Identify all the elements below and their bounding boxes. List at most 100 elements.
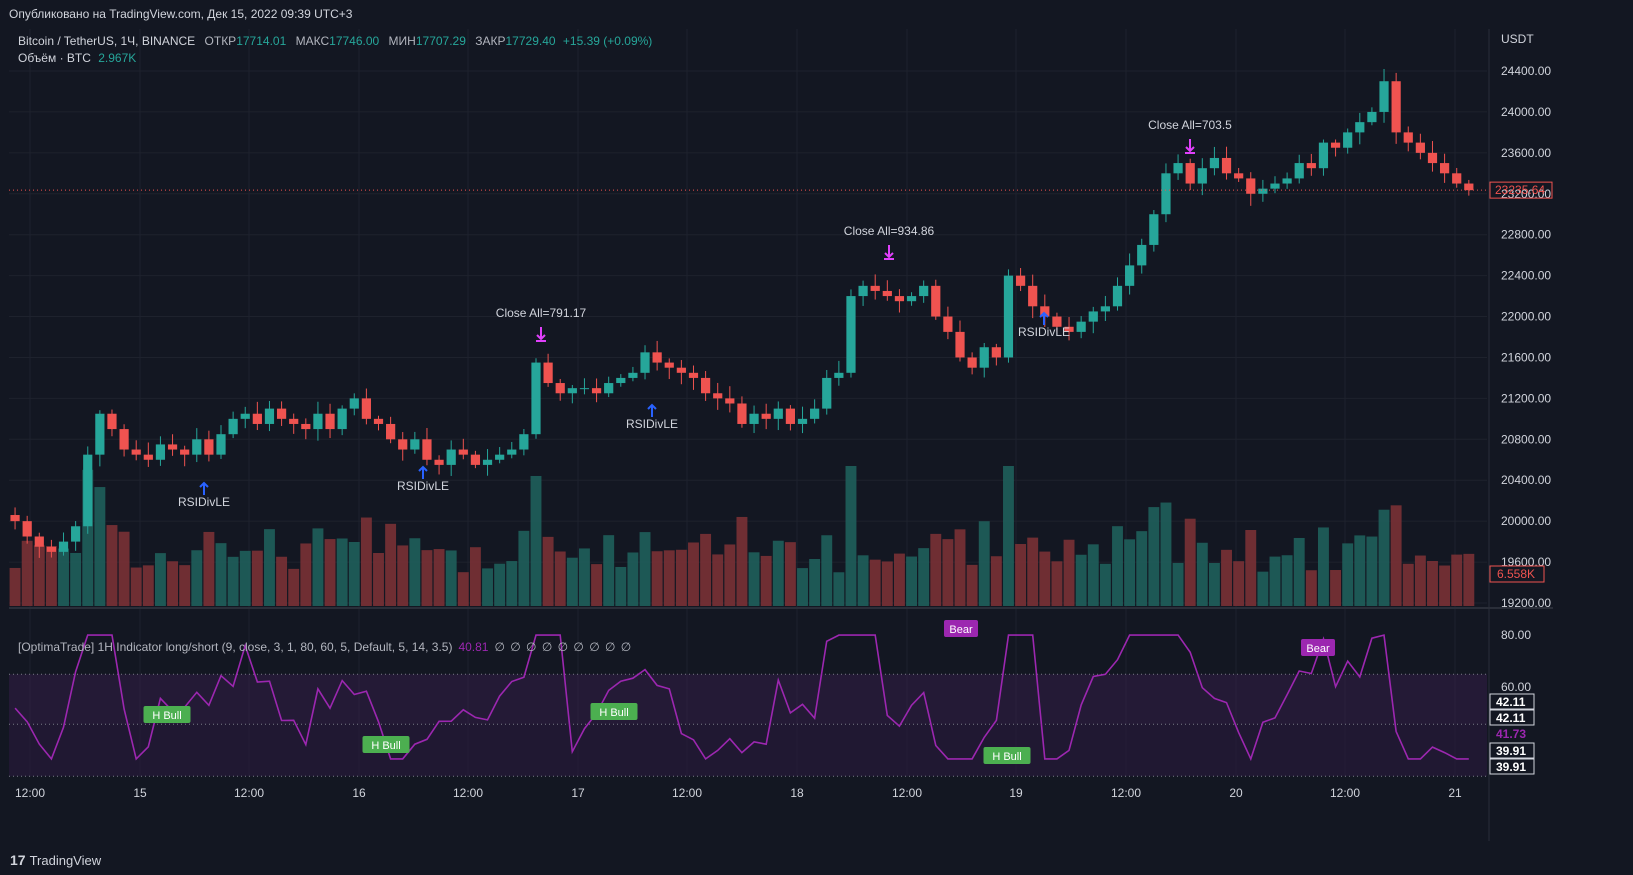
candle-body — [1294, 163, 1304, 179]
volume-bar — [1172, 562, 1184, 606]
close-all-label: Close All=703.5 — [1148, 118, 1232, 132]
candle-body — [155, 444, 166, 460]
price-axis[interactable]: USDT 24400.00 24000.00 23600.00 23200.00 2280… — [9, 32, 1553, 610]
candle-body — [1112, 285, 1123, 307]
volume-row: Объём · BTC 2.967K — [18, 50, 652, 67]
volume-bar — [530, 475, 542, 606]
candle-body — [628, 372, 638, 378]
candle-body — [507, 449, 517, 455]
candle-body — [1270, 183, 1280, 189]
volume-bar — [845, 466, 857, 606]
volume-badge-text: 6.558K — [1497, 567, 1535, 581]
volume-bar — [1317, 527, 1329, 606]
volume-bar — [675, 549, 687, 606]
volume-bar — [1293, 537, 1305, 606]
time-tick-label: 17 — [571, 786, 585, 800]
candle-body — [858, 285, 868, 297]
candle-body — [894, 296, 905, 302]
tradingview-logo-icon[interactable]: 17 — [10, 852, 26, 868]
volume-bar — [906, 556, 918, 606]
volume-bar — [409, 538, 421, 606]
candle-body — [1209, 157, 1220, 169]
volume-bar — [1378, 509, 1390, 606]
candle-body — [713, 393, 723, 399]
volume-bar — [578, 548, 590, 606]
divergence-label-bg — [362, 736, 410, 753]
candle-body — [1403, 132, 1413, 143]
candle-body — [1282, 178, 1292, 184]
candle-body — [446, 449, 456, 465]
change-value: +15.39 (+0.09%) — [562, 34, 653, 48]
volume-bar — [966, 564, 978, 606]
price-tick-label: 23200.00 — [1501, 187, 1551, 201]
candle-body — [1452, 173, 1462, 184]
osc-value-badge — [1489, 709, 1535, 726]
candle-body — [1439, 163, 1450, 174]
volume-bar — [954, 529, 966, 606]
entry-arrow-icon — [1039, 311, 1049, 325]
volume-bar — [591, 564, 603, 606]
volume-bar — [518, 530, 530, 606]
candle-body — [749, 413, 759, 424]
volume-bar — [324, 539, 336, 606]
volume-bar — [978, 521, 990, 606]
volume-bar — [360, 517, 372, 606]
candle-body — [34, 536, 44, 547]
time-tick-label: 12:00 — [453, 786, 483, 800]
candlesticks[interactable] — [10, 69, 1474, 558]
candle-body — [1137, 244, 1147, 266]
volume-bar — [627, 552, 639, 606]
brand-name[interactable]: TradingView — [29, 852, 102, 868]
candle-body — [422, 439, 432, 460]
candle-body — [1040, 306, 1050, 317]
volume-bar — [106, 525, 118, 606]
volume-bar — [154, 553, 166, 606]
candle-body — [264, 408, 275, 424]
candle-body — [1100, 306, 1110, 312]
indicator-title[interactable]: [OptimaTrade] 1H Indicator long/short (9… — [18, 640, 453, 654]
time-tick-label: 21 — [1448, 786, 1462, 800]
candle-body — [1003, 275, 1014, 358]
candle-body — [919, 285, 929, 297]
candle-body — [398, 439, 408, 450]
volume-bar — [336, 538, 348, 606]
candle-body — [361, 398, 371, 419]
volume-bar — [700, 533, 712, 606]
divergence-label-bg — [944, 620, 978, 637]
candle-body — [1367, 111, 1377, 123]
close-label: ЗАКР — [475, 34, 506, 48]
entry-label: RSIDivLE — [1018, 325, 1070, 339]
osc-value-badge — [1489, 693, 1535, 710]
volume-bar — [1342, 543, 1354, 606]
candle-body — [967, 357, 977, 368]
price-tick-label: 20800.00 — [1501, 432, 1551, 446]
candle-body — [143, 454, 153, 460]
candle-body — [1076, 321, 1086, 332]
volume-bar — [385, 523, 397, 606]
candle-body — [1028, 285, 1038, 307]
entry-arrow-icon — [418, 465, 428, 479]
chart-canvas[interactable]: Close All=791.17 Close All=934.86 Close Al… — [9, 29, 1553, 841]
price-chart-svg[interactable]: Close All=791.17 Close All=934.86 Close Al… — [9, 29, 1553, 841]
candle-body — [83, 454, 93, 527]
volume-bar — [494, 563, 506, 606]
volume-bar — [1281, 555, 1293, 606]
volume-bar — [1390, 505, 1402, 606]
volume-bar — [457, 572, 469, 606]
symbol-title[interactable]: Bitcoin / TetherUS, 1Ч, BINANCE — [18, 34, 196, 48]
candle-body — [470, 454, 481, 465]
candle-body — [289, 418, 299, 424]
candle-body — [349, 398, 359, 409]
time-axis[interactable]: 12:00 15 12:00 16 12:00 17 12:00 18 12:00 19 12:00… — [15, 786, 1462, 800]
price-tick-label: 22400.00 — [1501, 269, 1551, 283]
candle-body — [1125, 265, 1135, 286]
candle-body — [410, 439, 420, 450]
volume-bar — [1233, 561, 1245, 606]
volume-label[interactable]: Объём · BTC — [18, 51, 91, 65]
osc-value-badge — [1489, 758, 1535, 775]
candle-body — [773, 408, 783, 419]
volume-bar — [639, 532, 651, 606]
osc-upper-band — [9, 674, 1487, 725]
osc-lower-band — [9, 724, 1487, 777]
